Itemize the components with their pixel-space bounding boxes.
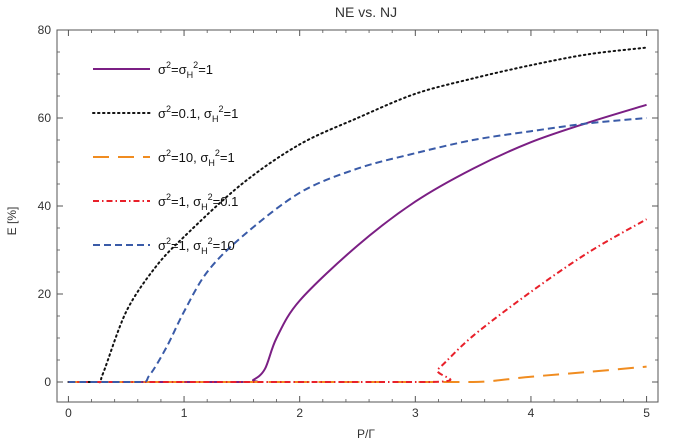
legend: σ2=σH2=1 σ2=0.1, σH2=1 σ2=10, σH2=1 σ2=1, σ… (92, 60, 238, 256)
series-layer (67, 46, 648, 384)
y-axis-ticks: 0 20 40 60 80 (38, 23, 658, 389)
chart-title: NE vs. NJ (335, 4, 397, 20)
y-tick-label: 0 (44, 375, 51, 389)
legend-label-5: σ2=1, σH2=10 (158, 236, 235, 256)
y-tick-label: 80 (38, 23, 52, 37)
series-line-5 (68, 117, 647, 384)
x-tick-label: 2 (296, 406, 303, 420)
legend-label-3: σ2=10, σH2=1 (158, 148, 235, 168)
legend-label-2: σ2=0.1, σH2=1 (158, 104, 238, 124)
y-tick-label: 20 (38, 287, 52, 301)
legend-label-4: σ2=1, σH2=0.1 (158, 192, 238, 212)
x-axis-label: P/Γ (357, 427, 375, 441)
x-axis-ticks: 0 1 2 3 4 5 (65, 30, 650, 420)
x-tick-label: 3 (412, 406, 419, 420)
x-tick-label: 0 (65, 406, 72, 420)
series-line-3 (68, 365, 647, 384)
series-line-4 (68, 218, 648, 384)
x-tick-label: 1 (181, 406, 188, 420)
plot-frame (56, 29, 659, 403)
legend-label-1: σ2=σH2=1 (158, 60, 213, 80)
plot-border (56, 29, 659, 403)
y-tick-label: 60 (38, 111, 52, 125)
series-line-1 (68, 103, 647, 384)
x-tick-label: 5 (643, 406, 650, 420)
x-tick-label: 4 (528, 406, 535, 420)
y-axis-label: E [%] (5, 207, 19, 236)
y-tick-label: 40 (38, 199, 52, 213)
series-line-2 (67, 46, 648, 384)
